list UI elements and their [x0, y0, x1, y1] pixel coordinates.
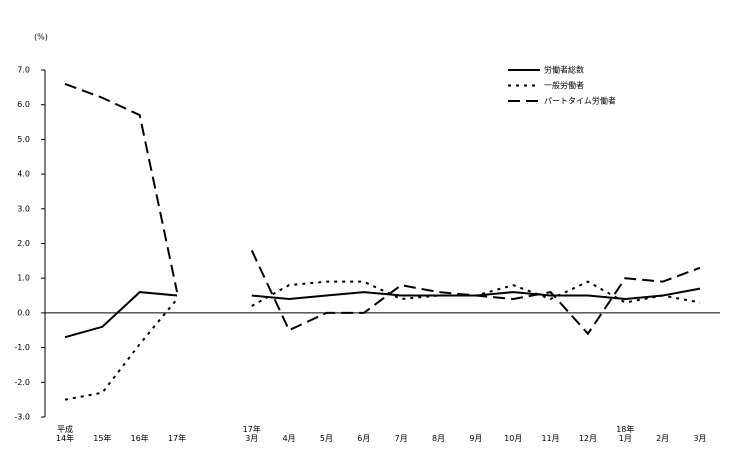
y-tick-label: 2.0: [17, 239, 30, 248]
x-tick-label: 8月: [431, 434, 446, 443]
legend-label: 一般労働者: [544, 80, 584, 90]
x-tick-label: 平成 14年: [55, 425, 75, 443]
legend-label: 労働者総数: [544, 65, 584, 75]
x-tick-label: 7月: [394, 434, 408, 443]
legend-label: パートタイム労働者: [544, 96, 616, 106]
x-tick-label: 3月: [693, 434, 707, 443]
x-tick-label: 6月: [357, 434, 371, 443]
x-tick-label: 2月: [656, 434, 670, 443]
x-tick-label: 5月: [319, 434, 334, 443]
y-tick-label: 4.0: [17, 170, 30, 179]
y-tick-label: 7.0: [17, 66, 30, 75]
y-tick-label: -1.0: [14, 343, 30, 352]
x-tick-label: 18年 1月: [616, 425, 635, 443]
x-tick-label: 10月: [504, 434, 523, 443]
y-tick-label: -3.0: [14, 413, 30, 422]
y-tick-label: 0.0: [17, 308, 30, 317]
x-tick-label: 17年 3月: [242, 425, 261, 443]
y-tick-label: 6.0: [17, 100, 30, 109]
y-tick-label: 5.0: [17, 135, 30, 144]
x-tick-label: 17年: [167, 434, 187, 443]
series-line: [64, 82, 701, 336]
x-tick-label: 12月: [578, 434, 598, 443]
x-tick-label: 4月: [282, 434, 296, 443]
y-tick-label: 1.0: [17, 274, 30, 283]
x-tick-label: 15年: [93, 434, 112, 443]
y-tick-label: -2.0: [14, 378, 30, 387]
y-unit: (%): [34, 33, 48, 42]
x-tick-label: 11月: [541, 434, 560, 443]
x-tick-label: 9月: [469, 434, 483, 443]
y-tick-label: 3.0: [17, 204, 30, 213]
x-tick-label: 16年: [130, 434, 149, 443]
